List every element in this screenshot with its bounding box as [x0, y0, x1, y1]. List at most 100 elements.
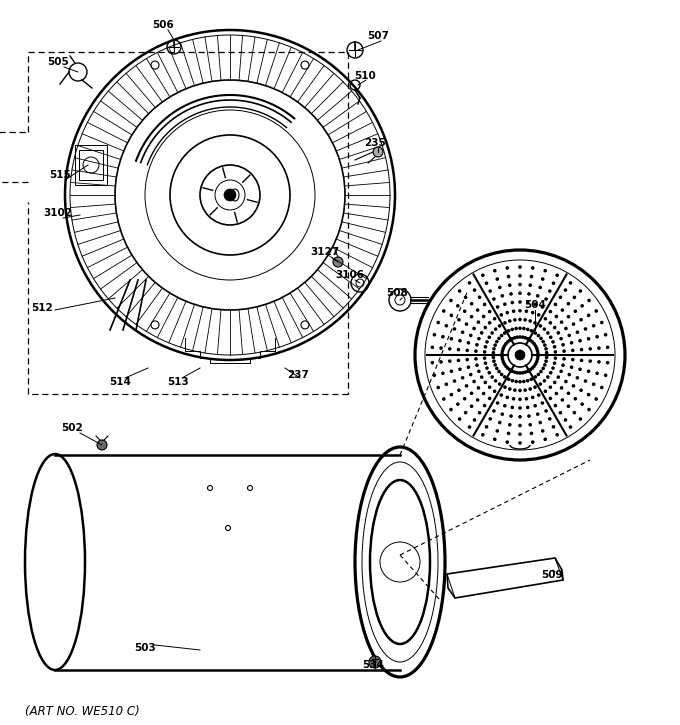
Circle shape	[553, 361, 556, 365]
Circle shape	[553, 345, 556, 349]
Circle shape	[606, 361, 609, 365]
Circle shape	[518, 283, 522, 286]
Circle shape	[492, 297, 496, 301]
Circle shape	[493, 363, 497, 367]
Circle shape	[456, 304, 460, 307]
Circle shape	[445, 383, 448, 386]
Circle shape	[501, 360, 505, 363]
Circle shape	[515, 371, 520, 375]
Circle shape	[464, 296, 467, 299]
Circle shape	[458, 339, 462, 342]
Circle shape	[553, 381, 556, 384]
Circle shape	[570, 365, 573, 369]
Circle shape	[564, 380, 568, 384]
Circle shape	[564, 418, 567, 422]
Circle shape	[488, 371, 491, 375]
Circle shape	[518, 326, 522, 330]
Circle shape	[554, 356, 557, 360]
Circle shape	[573, 310, 577, 313]
Circle shape	[483, 302, 486, 306]
Text: 235: 235	[364, 138, 386, 148]
Circle shape	[469, 334, 473, 337]
Circle shape	[588, 407, 591, 411]
Circle shape	[500, 373, 503, 376]
Circle shape	[504, 365, 508, 368]
Circle shape	[508, 387, 511, 391]
Circle shape	[488, 336, 491, 339]
Circle shape	[493, 389, 496, 393]
Circle shape	[470, 315, 473, 318]
Circle shape	[537, 373, 540, 376]
Circle shape	[539, 420, 542, 424]
Circle shape	[539, 370, 543, 373]
Circle shape	[534, 331, 537, 335]
Circle shape	[549, 321, 552, 325]
Circle shape	[495, 367, 498, 370]
Circle shape	[461, 376, 464, 380]
Circle shape	[554, 404, 557, 407]
Circle shape	[508, 319, 511, 323]
Text: 509: 509	[541, 570, 563, 580]
Circle shape	[528, 423, 532, 426]
Circle shape	[498, 286, 502, 289]
Circle shape	[536, 294, 539, 298]
Circle shape	[470, 405, 473, 408]
Circle shape	[530, 340, 534, 344]
Circle shape	[449, 337, 453, 341]
Circle shape	[373, 147, 383, 157]
Circle shape	[449, 407, 453, 411]
Circle shape	[524, 389, 527, 392]
Circle shape	[543, 389, 547, 393]
Circle shape	[449, 370, 453, 373]
Circle shape	[448, 347, 452, 351]
Circle shape	[554, 350, 557, 354]
Circle shape	[488, 289, 492, 293]
Text: (ART NO. WE510 C): (ART NO. WE510 C)	[25, 705, 140, 718]
Circle shape	[500, 355, 504, 358]
Circle shape	[480, 331, 483, 335]
Circle shape	[536, 352, 540, 355]
Circle shape	[527, 414, 531, 418]
Circle shape	[485, 281, 488, 285]
Circle shape	[570, 341, 573, 344]
Circle shape	[579, 389, 583, 392]
Circle shape	[500, 352, 504, 355]
Circle shape	[600, 320, 604, 324]
Circle shape	[583, 327, 588, 331]
Circle shape	[580, 402, 584, 406]
Circle shape	[567, 373, 571, 376]
Circle shape	[494, 328, 498, 331]
Circle shape	[592, 324, 596, 328]
Circle shape	[473, 380, 476, 384]
Circle shape	[507, 329, 511, 333]
Circle shape	[483, 326, 487, 329]
Circle shape	[503, 302, 507, 306]
Circle shape	[530, 275, 533, 278]
Text: 510: 510	[354, 71, 376, 81]
Circle shape	[566, 405, 571, 408]
Circle shape	[468, 426, 471, 429]
Circle shape	[518, 309, 522, 312]
Circle shape	[560, 386, 563, 389]
Circle shape	[488, 397, 492, 400]
Circle shape	[493, 344, 497, 347]
Circle shape	[579, 417, 582, 420]
Circle shape	[457, 389, 461, 392]
Circle shape	[559, 296, 562, 299]
Circle shape	[500, 313, 503, 317]
Circle shape	[597, 360, 600, 364]
Circle shape	[534, 362, 537, 366]
Circle shape	[528, 387, 532, 391]
Circle shape	[453, 327, 456, 331]
Circle shape	[564, 289, 567, 292]
Circle shape	[518, 442, 522, 445]
Circle shape	[567, 334, 571, 337]
Circle shape	[532, 342, 536, 346]
Circle shape	[560, 370, 563, 373]
Circle shape	[457, 348, 460, 352]
Circle shape	[518, 415, 522, 418]
Text: 534: 534	[362, 660, 384, 670]
Circle shape	[477, 370, 481, 373]
Circle shape	[561, 363, 565, 367]
Circle shape	[521, 371, 524, 375]
